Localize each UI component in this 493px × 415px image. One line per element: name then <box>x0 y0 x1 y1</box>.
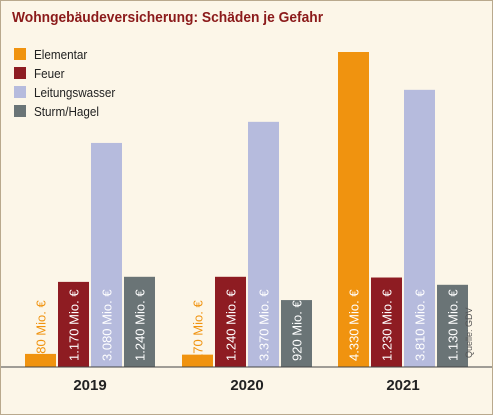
legend-swatch-feuer <box>14 67 26 79</box>
data-label-feuer-2020: 1.240 Mio. € <box>224 289 239 361</box>
legend-item-elementar: Elementar <box>14 45 124 63</box>
chart-legend: Elementar Feuer Leitungswasser Sturm/Hag… <box>14 45 124 121</box>
data-label-elementar-2020: 170 Mio. € <box>191 300 206 361</box>
legend-swatch-leitungswasser <box>14 86 26 98</box>
legend-label-leitungswasser: Leitungswasser <box>34 84 116 100</box>
chart-title: Wohngebäudeversicherung: Schäden je Gefa… <box>12 9 324 26</box>
x-tick-label-2021: 2021 <box>386 377 419 394</box>
legend-label-elementar: Elementar <box>34 46 88 62</box>
data-label-leitungswasser-2019: 3.080 Mio. € <box>100 289 115 361</box>
data-label-sturm-hagel-2021: 1.130 Mio. € <box>446 289 461 361</box>
x-tick-label-2020: 2020 <box>230 377 263 394</box>
bar-sturm-hagel-2020 <box>281 300 312 367</box>
legend-item-sturm-hagel: Sturm/Hagel <box>14 102 124 120</box>
bar-sturm-hagel-2021 <box>437 284 468 367</box>
data-label-sturm-hagel-2020: 920 Mio. € <box>290 300 305 361</box>
data-label-elementar-2019: 180 Mio. € <box>34 300 49 361</box>
bar-leitungswasser-2021 <box>404 89 435 367</box>
legend-item-feuer: Feuer <box>14 64 124 82</box>
legend-swatch-sturm-hagel <box>14 105 26 117</box>
bar-elementar-2020 <box>182 354 213 367</box>
legend-label-sturm-hagel: Sturm/Hagel <box>34 103 100 119</box>
source-note: Quelle: GDV <box>464 307 484 378</box>
legend-swatch-elementar <box>14 48 26 60</box>
data-label-feuer-2021: 1.230 Mio. € <box>380 289 395 361</box>
x-tick-label-2019: 2019 <box>73 377 106 394</box>
bar-feuer-2021 <box>371 277 402 367</box>
data-label-sturm-hagel-2019: 1.240 Mio. € <box>133 289 148 361</box>
bar-sturm-hagel-2019 <box>124 276 155 367</box>
data-label-feuer-2019: 1.170 Mio. € <box>67 289 82 361</box>
source-text: Quelle: GDV <box>464 307 474 358</box>
bar-leitungswasser-2020 <box>248 121 279 367</box>
bar-leitungswasser-2019 <box>91 142 122 367</box>
data-label-leitungswasser-2020: 3.370 Mio. € <box>257 289 272 361</box>
data-label-elementar-2021: 4.330 Mio. € <box>347 289 362 361</box>
data-label-leitungswasser-2021: 3.810 Mio. € <box>413 289 428 361</box>
legend-label-feuer: Feuer <box>34 65 65 81</box>
legend-item-leitungswasser: Leitungswasser <box>14 83 124 101</box>
bar-elementar-2019 <box>25 353 56 367</box>
bar-elementar-2021 <box>338 52 369 367</box>
bar-feuer-2020 <box>215 276 246 367</box>
bar-feuer-2019 <box>58 281 89 367</box>
